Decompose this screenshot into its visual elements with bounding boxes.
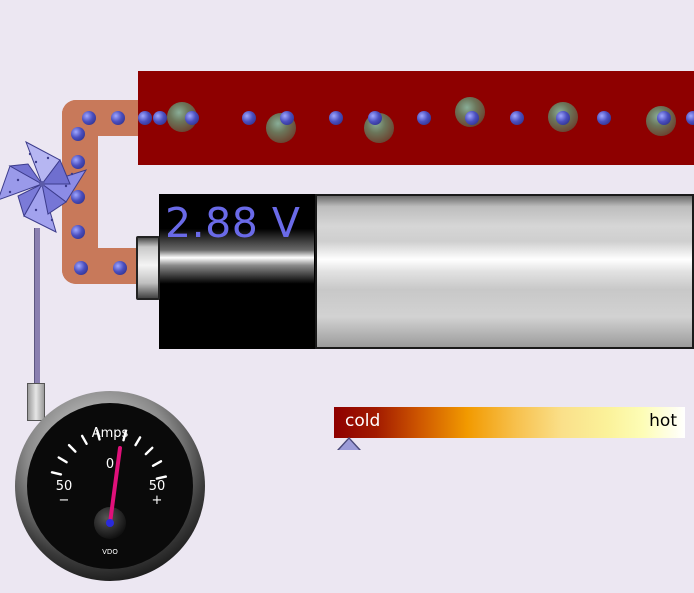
electron	[82, 111, 96, 125]
electron	[71, 155, 85, 169]
electron	[417, 111, 431, 125]
battery-cap	[159, 194, 315, 349]
ammeter: Amps 0 50 − 50 + VDO	[15, 391, 205, 581]
ammeter-needle	[108, 446, 122, 525]
electron	[71, 127, 85, 141]
electron	[597, 111, 611, 125]
ammeter-zero-label: 0	[106, 457, 114, 472]
electron	[153, 111, 167, 125]
electron	[111, 111, 125, 125]
ammeter-right-value: 50	[149, 479, 166, 494]
ammeter-left-value: 50	[56, 479, 73, 494]
ammeter-right-sign: +	[152, 493, 163, 508]
ammeter-title: Amps	[92, 426, 129, 441]
electron	[657, 111, 671, 125]
electron	[368, 111, 382, 125]
ammeter-brand: VDO	[102, 548, 118, 556]
electron	[74, 261, 88, 275]
electron	[113, 261, 127, 275]
electron	[71, 225, 85, 239]
ammeter-plug	[27, 383, 45, 421]
ammeter-cable	[34, 228, 40, 388]
temperature-marker	[339, 439, 359, 450]
electron	[185, 111, 199, 125]
temperature-bar: cold hot	[334, 407, 685, 438]
electron	[329, 111, 343, 125]
electron	[280, 111, 294, 125]
electron	[556, 111, 570, 125]
electron	[242, 111, 256, 125]
pinwheel-icon	[0, 140, 88, 233]
battery-terminal	[136, 236, 160, 300]
cold-label: cold	[345, 411, 381, 431]
voltage-readout: 2.88 V	[165, 199, 301, 247]
hot-label: hot	[649, 411, 677, 431]
battery[interactable]: 2.88 V	[136, 194, 694, 349]
electron	[686, 111, 694, 125]
electron	[138, 111, 152, 125]
electron	[71, 190, 85, 204]
battery-body	[315, 194, 694, 349]
ammeter-left-sign: −	[59, 493, 70, 508]
electron	[465, 111, 479, 125]
electron	[510, 111, 524, 125]
